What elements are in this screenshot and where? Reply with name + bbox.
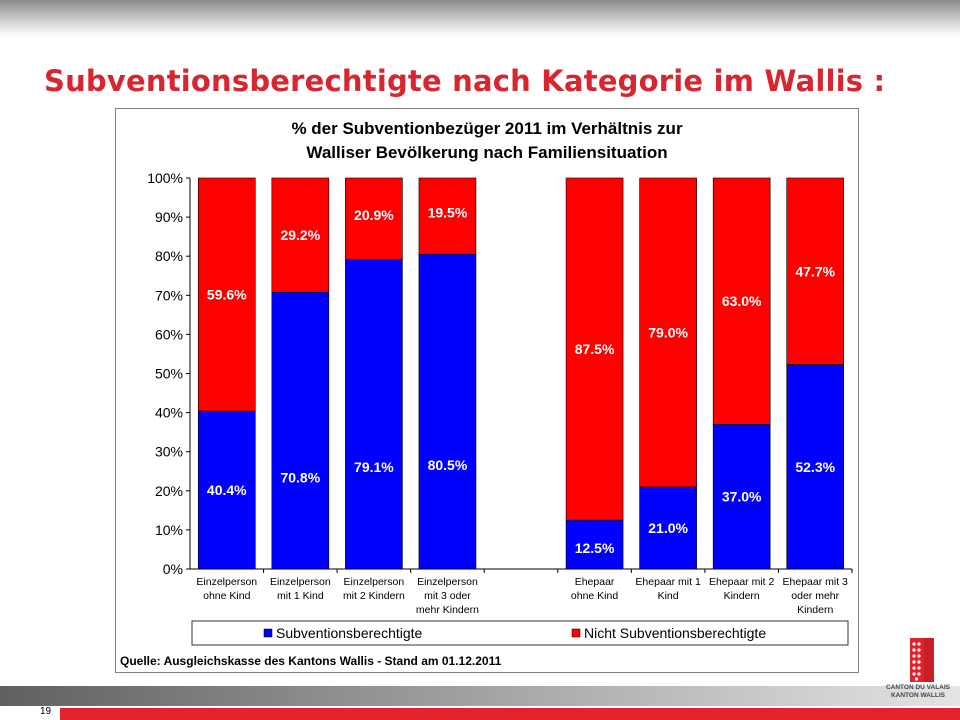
x-category-label: mehr Kindern [416, 604, 479, 616]
x-category-label: Kind [658, 590, 679, 602]
bar-subventionsberechtigte [565, 519, 624, 570]
bar-nicht-subventionsberechtigte [565, 177, 624, 521]
logo-text: CANTON DU VALAIS KANTON WALLIS [880, 684, 956, 700]
data-label-subventionsberechtigte: 70.8% [280, 470, 320, 486]
bar-nicht-subventionsberechtigte [345, 177, 403, 261]
bar-subventionsberechtigte [712, 424, 771, 570]
data-label-subventionsberechtigte: 79.1% [354, 459, 394, 475]
data-label-subventionsberechtigte: 21.0% [648, 520, 688, 536]
source-note: Quelle: Ausgleichskasse des Kantons Wall… [120, 654, 502, 668]
x-category-label: Einzelperson [196, 576, 257, 588]
x-category-label: Ehepaar [575, 576, 615, 588]
chart-container: % der Subventionbezüger 2011 im Verhältn… [115, 108, 859, 673]
canton-valais-logo: CANTON DU VALAIS KANTON WALLIS [880, 634, 956, 708]
bar-subventionsberechtigte [418, 253, 477, 570]
data-label-nicht-subventionsberechtigte: 19.5% [428, 204, 468, 220]
y-tick-label: 0% [163, 561, 183, 577]
logo-text-line-1: CANTON DU VALAIS [885, 684, 951, 691]
x-category-label: mit 2 Kindern [343, 590, 405, 602]
x-category-label: Einzelperson [344, 576, 405, 588]
legend-swatch-nicht-subventionsberechtigte [571, 628, 581, 638]
legend-label-subventionsberechtigte: Subventionsberechtigte [276, 625, 423, 641]
data-label-nicht-subventionsberechtigte: 63.0% [722, 293, 762, 309]
x-category-label: Kindern [724, 590, 760, 602]
data-label-nicht-subventionsberechtigte: 20.9% [354, 207, 394, 223]
y-tick-label: 70% [155, 287, 183, 303]
data-label-nicht-subventionsberechtigte: 87.5% [575, 341, 615, 357]
bar-nicht-subventionsberechtigte [418, 177, 477, 255]
bar-nicht-subventionsberechtigte [639, 177, 697, 488]
x-category-label: oder mehr [791, 590, 839, 602]
bar-subventionsberechtigte [786, 364, 845, 570]
data-label-nicht-subventionsberechtigte: 59.6% [207, 287, 247, 303]
y-tick-label: 90% [155, 209, 183, 225]
data-label-nicht-subventionsberechtigte: 79.0% [648, 324, 688, 340]
y-tick-label: 80% [155, 248, 183, 264]
legend-box [191, 620, 849, 646]
x-category-label: Ehepaar mit 3 [783, 576, 849, 588]
data-label-nicht-subventionsberechtigte: 47.7% [795, 263, 835, 279]
x-category-label: Einzelperson [270, 576, 331, 588]
y-tick-label: 20% [155, 483, 183, 499]
footer-red-bar [60, 708, 960, 720]
chart-title-line-2: Walliser Bevölkerung nach Familiensituat… [306, 143, 668, 162]
chart-title: % der Subventionbezüger 2011 im Verhältn… [116, 117, 858, 165]
footer-grey-bar [0, 686, 960, 706]
data-label-nicht-subventionsberechtigte: 29.2% [280, 227, 320, 243]
bar-nicht-subventionsberechtigte [712, 177, 771, 425]
slide-title: Subventionsberechtigte nach Kategorie im… [44, 64, 886, 98]
y-tick-label: 60% [155, 326, 183, 342]
bar-nicht-subventionsberechtigte [271, 177, 330, 293]
bar-nicht-subventionsberechtigte [197, 177, 256, 412]
canton-shield-icon [910, 638, 934, 682]
chart-title-line-1: % der Subventionbezüger 2011 im Verhältn… [291, 119, 683, 138]
x-category-label: Einzelperson [417, 576, 478, 588]
data-label-subventionsberechtigte: 12.5% [575, 540, 615, 556]
data-label-subventionsberechtigte: 80.5% [428, 457, 468, 473]
legend-swatch-subventionsberechtigte [263, 628, 273, 638]
y-tick-label: 30% [155, 444, 183, 460]
x-category-label: mit 1 Kind [277, 590, 324, 602]
y-tick-label: 40% [155, 405, 183, 421]
top-gradient-band [0, 0, 960, 38]
page-number: 19 [40, 706, 52, 717]
data-label-subventionsberechtigte: 52.3% [795, 459, 835, 475]
x-category-label: ohne Kind [203, 590, 250, 602]
bar-subventionsberechtigte [639, 486, 697, 570]
stacked-bar-chart: 0% 10% 20% 30% 40% 50% 60% 70% 80% 90% 100% Einzelp… [147, 170, 853, 646]
y-tick-label: 50% [155, 366, 183, 382]
data-label-subventionsberechtigte: 37.0% [722, 489, 762, 505]
x-category-label: Ehepaar mit 1 [635, 576, 701, 588]
x-category-label: mit 3 oder [424, 590, 471, 602]
data-label-subventionsberechtigte: 40.4% [207, 482, 247, 498]
bar-nicht-subventionsberechtigte [786, 177, 845, 365]
x-category-label: Ehepaar mit 2 [709, 576, 775, 588]
bar-subventionsberechtigte [345, 259, 403, 570]
y-tick-label: 100% [147, 170, 183, 186]
x-category-label: Kindern [797, 604, 833, 616]
x-category-label: ohne Kind [571, 590, 618, 602]
bar-subventionsberechtigte [197, 410, 256, 570]
bar-subventionsberechtigte [271, 291, 330, 570]
legend-label-nicht-subventionsberechtigte: Nicht Subventionsberechtigte [584, 625, 766, 641]
y-tick-label: 10% [155, 522, 183, 538]
logo-text-line-2: KANTON WALLIS [890, 692, 946, 699]
